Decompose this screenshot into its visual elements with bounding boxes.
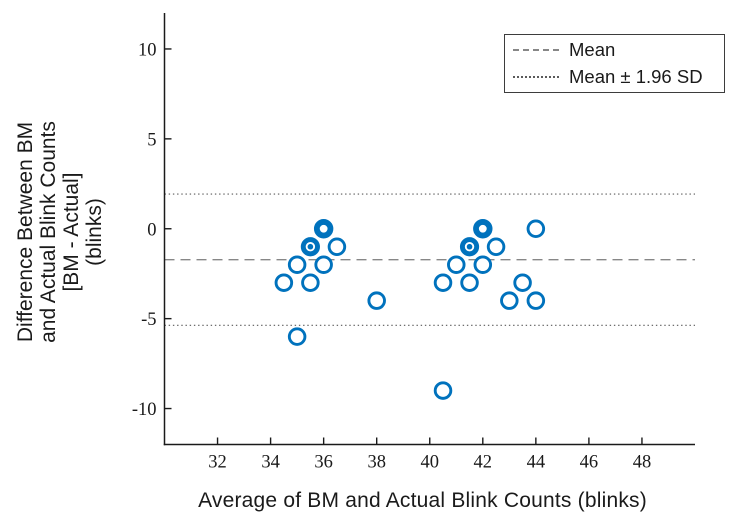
dotted-line-sample-icon xyxy=(513,76,559,79)
x-tick-label: 48 xyxy=(633,453,652,473)
data-point xyxy=(513,273,532,292)
data-point xyxy=(301,273,320,292)
y-tick-label: -10 xyxy=(132,400,157,420)
x-tick-label: 38 xyxy=(367,453,386,473)
data-point xyxy=(526,219,546,238)
x-tick-label: 44 xyxy=(527,453,546,473)
data-point xyxy=(327,237,347,256)
y-axis-label-line-3: [BM - Actual] xyxy=(60,172,83,292)
data-point xyxy=(473,219,493,239)
y-axis-label: Difference Between BM and Actual Blink C… xyxy=(14,2,106,462)
legend-label-loa: Mean ± 1.96 SD xyxy=(569,66,703,88)
y-axis-label-line-4: (blinks) xyxy=(83,198,106,266)
data-point xyxy=(473,255,493,274)
data-point xyxy=(313,219,334,239)
data-point xyxy=(447,255,466,274)
x-tick-label: 36 xyxy=(314,453,333,473)
x-tick-label: 40 xyxy=(421,453,440,473)
data-point xyxy=(500,291,519,310)
x-tick-label: 42 xyxy=(474,453,493,473)
y-tick-label: 0 xyxy=(147,220,156,240)
data-point xyxy=(433,381,453,400)
y-tick-label: 10 xyxy=(138,40,157,60)
dashed-line-sample-icon xyxy=(513,48,559,51)
legend: Mean Mean ± 1.96 SD xyxy=(504,34,725,93)
y-axis-label-line-1: Difference Between BM xyxy=(14,121,37,343)
x-axis-label: Average of BM and Actual Blink Counts (b… xyxy=(198,489,647,512)
data-point xyxy=(460,273,479,292)
data-point xyxy=(314,255,333,274)
x-tick-label: 34 xyxy=(261,453,280,473)
data-point xyxy=(367,291,386,310)
x-tick-label: 46 xyxy=(580,453,599,473)
data-point xyxy=(287,327,307,346)
x-tick-label: 32 xyxy=(208,453,227,473)
legend-item-mean: Mean xyxy=(505,37,724,63)
data-point xyxy=(274,273,294,292)
y-tick-label: 5 xyxy=(147,130,156,150)
data-point xyxy=(486,237,506,256)
data-point-center-dot xyxy=(466,243,473,250)
legend-label-mean: Mean xyxy=(569,38,616,60)
y-tick-label: -5 xyxy=(141,310,156,330)
data-point-center-dot xyxy=(307,243,314,250)
data-point xyxy=(433,273,453,292)
y-axis-label-line-2: and Actual Blink Counts xyxy=(37,121,60,343)
data-point xyxy=(526,291,546,310)
legend-item-loa: Mean ± 1.96 SD xyxy=(505,64,724,90)
data-point xyxy=(287,255,307,274)
